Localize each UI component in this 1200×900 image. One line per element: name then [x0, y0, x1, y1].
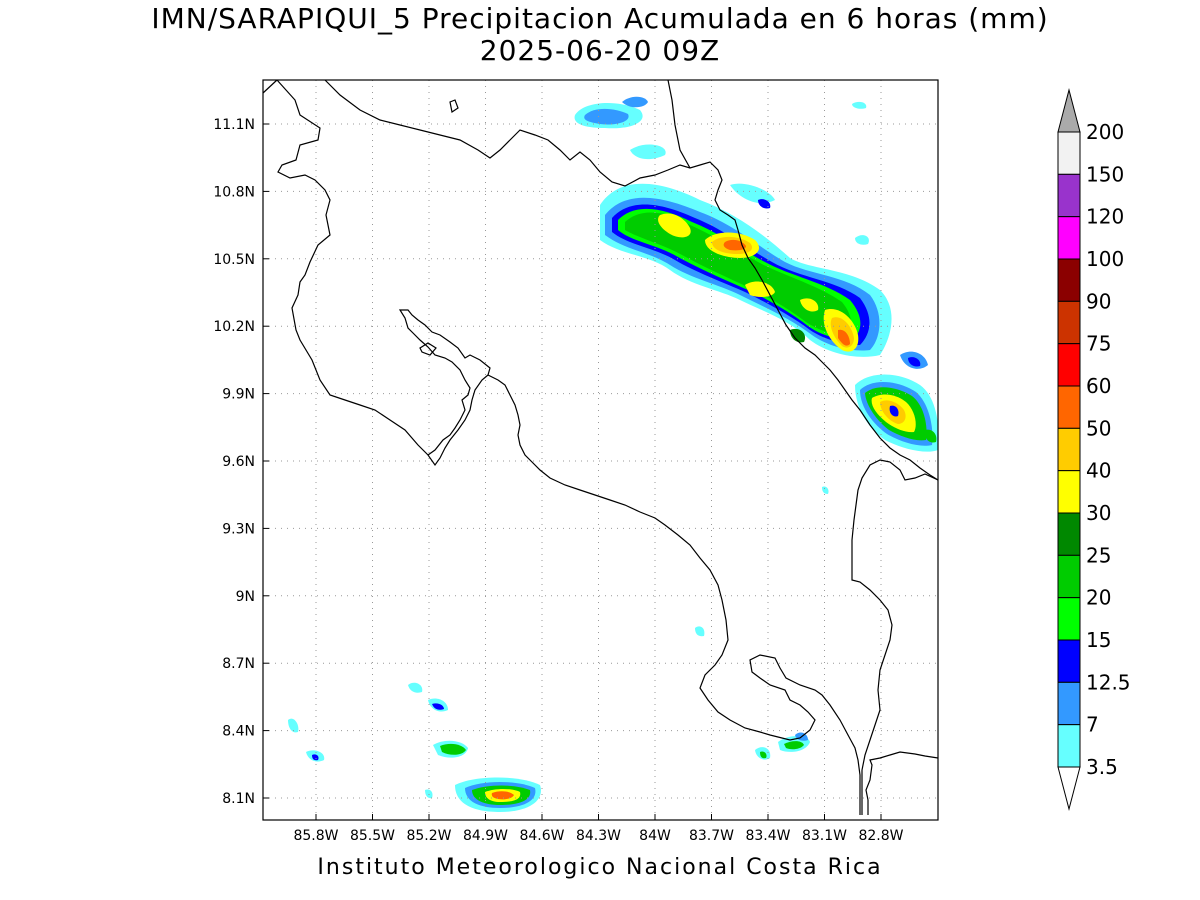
map-date: 2025-06-20 09Z: [479, 34, 721, 67]
legend-label: 60: [1086, 374, 1111, 398]
map-title: IMN/SARAPIQUI_5 Precipitacion Acumulada …: [151, 2, 1049, 35]
precip-blob: [288, 718, 299, 733]
precip-blob: [622, 96, 648, 108]
precip-blob: [440, 743, 466, 755]
precip-blob: [852, 101, 867, 109]
precip-blob: [760, 751, 767, 759]
legend-label: 100: [1086, 247, 1124, 271]
lon-tick-label: 85.2W: [406, 828, 451, 844]
precip-blob: [695, 626, 705, 637]
legend-swatch: [1057, 343, 1081, 387]
lat-tick-label: 9.3N: [222, 521, 255, 537]
legend-swatch: [1057, 173, 1081, 218]
legend-label: 12.5: [1086, 670, 1131, 694]
precip-field: [288, 96, 939, 812]
lon-tick-label: 84.9W: [463, 828, 508, 844]
lon-tick-label: 82.8W: [858, 828, 903, 844]
legend-label: 30: [1086, 501, 1111, 525]
legend-label: 200: [1086, 120, 1124, 144]
lat-axis: 11.1N 10.8N 10.5N 10.2N 9.9N 9.6N 9.3N 9N 8.7N 8.…: [213, 117, 269, 807]
precip-blob: [855, 235, 869, 245]
lat-tick-label: 9.9N: [222, 387, 255, 403]
lat-tick-label: 9.6N: [222, 454, 255, 470]
legend-label: 15: [1086, 628, 1111, 652]
map-frame: [262, 79, 939, 821]
lat-tick-label: 9N: [236, 589, 255, 605]
legend-swatch: [1057, 427, 1081, 472]
legend-bottom-arrow: [1057, 766, 1081, 811]
legend-label: 75: [1086, 332, 1111, 356]
precip-blob: [408, 682, 423, 693]
legend-swatch: [1057, 470, 1081, 514]
legend-label: 3.5: [1086, 755, 1118, 779]
lon-tick-label: 84.6W: [519, 828, 564, 844]
legend-label: 50: [1086, 416, 1111, 440]
precip-band-east: [855, 351, 939, 452]
precip-blob: [425, 789, 433, 799]
legend-swatch: [1057, 258, 1081, 302]
lat-tick-label: 10.5N: [213, 252, 255, 268]
lon-tick-label: 85.5W: [350, 828, 395, 844]
map-grid: [263, 80, 938, 820]
precip-blob: [730, 183, 775, 204]
lon-tick-label: 83.1W: [802, 828, 847, 844]
legend-label: 120: [1086, 205, 1124, 229]
legend-swatch: [1057, 512, 1081, 556]
legend-swatch: [1057, 554, 1081, 599]
lat-tick-label: 8.4N: [222, 724, 255, 740]
precip-blob: [584, 108, 629, 125]
lat-tick-label: 11.1N: [213, 117, 255, 133]
legend-swatch: [1057, 681, 1081, 726]
legend-swatch: [1057, 300, 1081, 345]
legend-top-arrow: [1057, 88, 1081, 133]
precip-blob: [784, 741, 804, 750]
precip-blob: [758, 199, 771, 209]
coastline: [262, 79, 939, 815]
precip-band-north: [600, 183, 892, 357]
lat-tick-label: 10.8N: [213, 184, 255, 200]
legend-label: 150: [1086, 162, 1124, 186]
precip-blob: [822, 486, 829, 494]
precip-blob: [312, 754, 319, 761]
legend-swatch: [1057, 597, 1081, 641]
legend-label: 20: [1086, 586, 1111, 610]
lat-tick-label: 8.1N: [222, 791, 255, 807]
legend-swatch: [1057, 216, 1081, 260]
legend-label: 40: [1086, 459, 1111, 483]
precip-blob: [630, 144, 666, 160]
lon-tick-label: 85.8W: [293, 828, 338, 844]
legend-label: 25: [1086, 543, 1111, 567]
legend-swatch: [1057, 639, 1081, 683]
precip-blob: [432, 703, 444, 710]
legend-swatch: [1057, 385, 1081, 429]
lon-tick-label: 83.7W: [689, 828, 734, 844]
legend-label: 7: [1086, 713, 1099, 737]
lon-axis: 85.8W 85.5W 85.2W 84.9W 84.6W 84.3W 84W 83.7W 83…: [293, 814, 904, 844]
legend-label: 90: [1086, 289, 1111, 313]
lat-tick-label: 10.2N: [213, 319, 255, 335]
legend-swatch: [1057, 724, 1081, 768]
footer-credit: Instituto Meteorologico Nacional Costa R…: [317, 855, 883, 880]
lon-tick-label: 84.3W: [576, 828, 621, 844]
lat-tick-label: 8.7N: [222, 656, 255, 672]
lon-tick-label: 83.4W: [745, 828, 790, 844]
color-legend: 200 150 120 100 90 75 60 50 40 30 25 20 15 12.5 7 3.5: [1057, 88, 1131, 811]
lon-tick-label: 84W: [639, 828, 671, 844]
legend-swatch: [1057, 131, 1081, 175]
precip-blob: [491, 791, 514, 800]
